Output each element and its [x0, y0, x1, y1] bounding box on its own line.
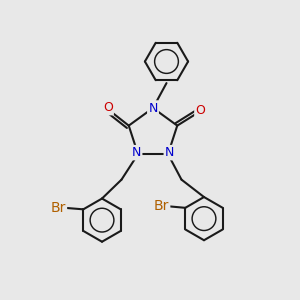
- Text: Br: Br: [154, 199, 169, 213]
- Text: N: N: [165, 146, 174, 159]
- Text: O: O: [103, 101, 113, 114]
- Text: O: O: [195, 104, 205, 117]
- Text: N: N: [148, 101, 158, 115]
- Text: N: N: [132, 146, 141, 159]
- Text: Br: Br: [50, 201, 66, 215]
